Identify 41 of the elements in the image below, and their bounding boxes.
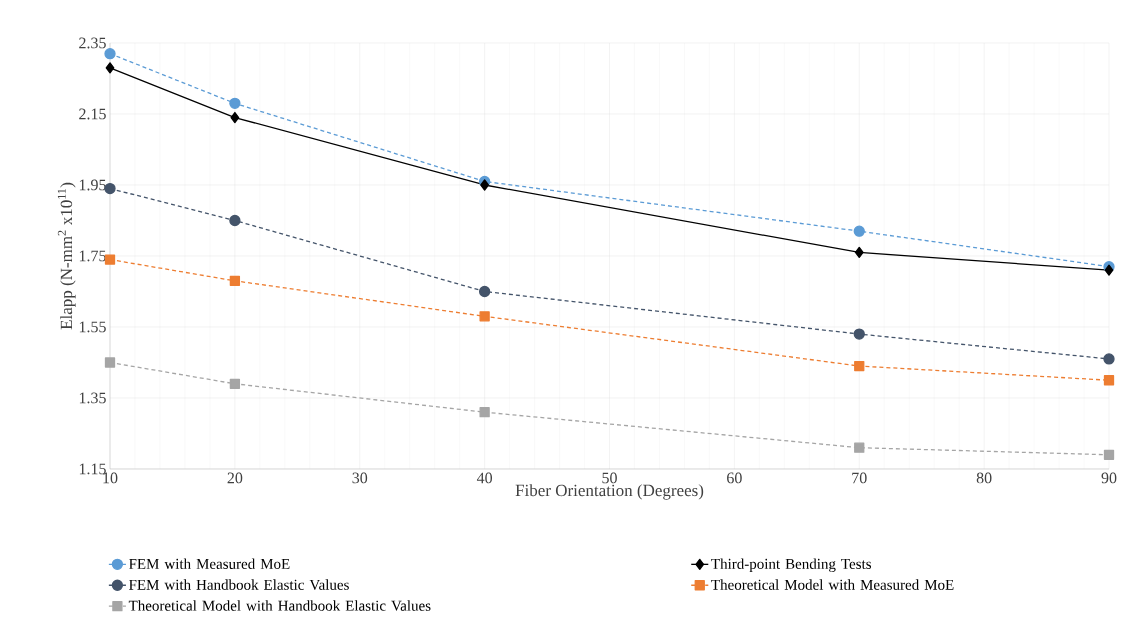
point <box>229 97 241 109</box>
point <box>1103 375 1115 386</box>
point <box>853 328 865 340</box>
y-tick-label: 2.35 <box>79 37 106 49</box>
point <box>1103 353 1115 365</box>
legend-label: Theoretical Model with Handbook Elastic Values <box>128 600 431 611</box>
point <box>105 62 115 74</box>
point <box>230 111 240 124</box>
point <box>854 360 865 372</box>
x-tick-label: 20 <box>227 472 243 484</box>
point <box>229 275 241 286</box>
x-tick-label: 70 <box>852 472 867 484</box>
point <box>480 179 490 191</box>
y-tick-label: 1.55 <box>79 321 106 333</box>
point <box>479 311 490 322</box>
x-tick-label: 30 <box>352 472 368 484</box>
y-tick-label: 1.35 <box>79 392 106 404</box>
legend-label: FEM with Handbook Elastic Values <box>129 579 349 590</box>
point <box>854 246 864 259</box>
x-tick-label: 40 <box>476 472 493 484</box>
x-tick-label: 80 <box>976 472 992 484</box>
point <box>853 225 865 237</box>
x-tick-label: 90 <box>1101 472 1117 484</box>
point <box>104 357 116 368</box>
point <box>104 254 116 265</box>
point <box>229 214 241 227</box>
point <box>1103 449 1115 460</box>
x-tick-label: 60 <box>727 472 742 484</box>
point <box>104 47 116 60</box>
legend-label: FEM with Measured MoE <box>129 558 290 569</box>
legend-label: Third-point Bending Tests <box>711 558 872 573</box>
y-tick-label: 1.95 <box>79 179 106 191</box>
point <box>479 407 490 418</box>
x-axis-title: Fiber Orientation (Degrees) <box>515 484 704 500</box>
point <box>854 442 865 453</box>
legend-label: Theoretical Model with Measured MoE <box>711 579 954 590</box>
point <box>478 285 491 298</box>
y-tick-label: 2.15 <box>79 108 106 120</box>
point <box>229 378 241 389</box>
y-axis-title: Elapp (N-mm$^{2}$ x10$^{11}$) <box>57 182 76 330</box>
x-tick-label: 50 <box>602 472 617 484</box>
